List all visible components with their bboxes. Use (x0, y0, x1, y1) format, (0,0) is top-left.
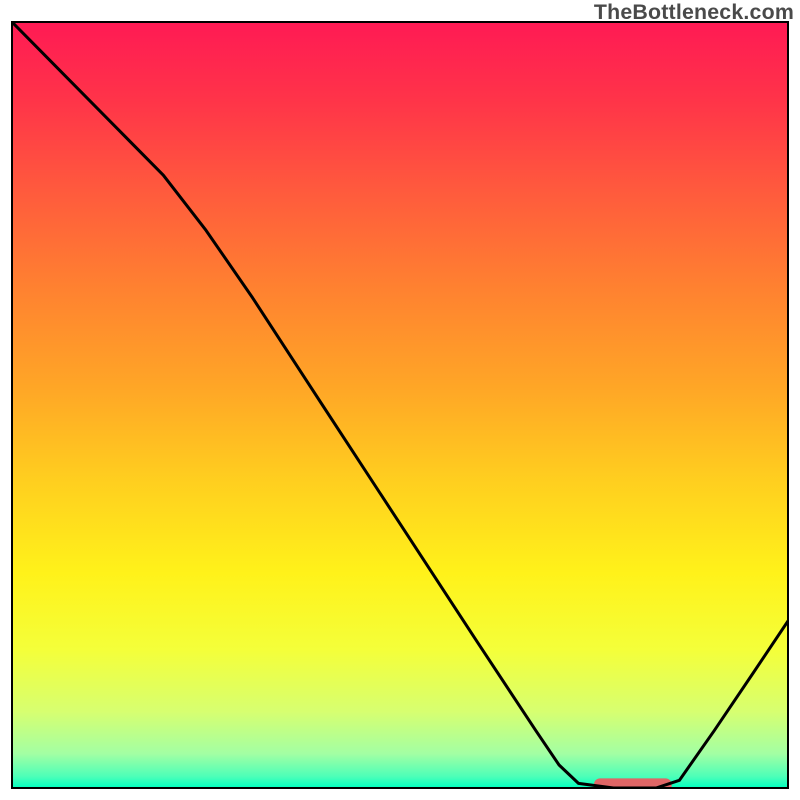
gradient-background (12, 22, 788, 788)
chart-svg (0, 0, 800, 800)
bottleneck-chart: TheBottleneck.com (0, 0, 800, 800)
